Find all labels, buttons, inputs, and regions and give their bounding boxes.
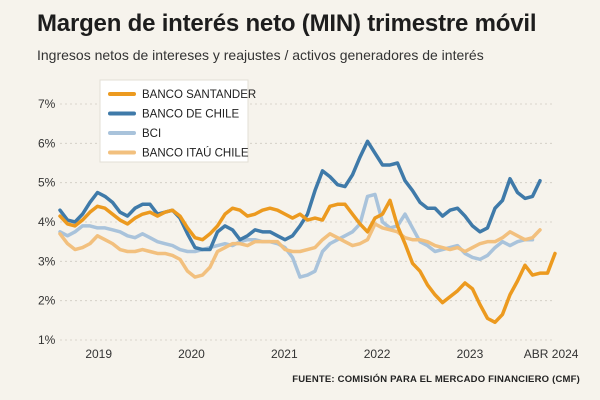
series-line-banco-ita-chile	[58, 222, 542, 279]
y-axis: 1% 2% 3% 4% 5% 6% 7%	[38, 97, 56, 347]
chart-title: Margen de interés neto (MIN) trimestre m…	[37, 10, 537, 37]
y-tick-label: 6%	[38, 136, 56, 150]
source-note: FUENTE: COMISIÓN PARA EL MERCADO FINANCI…	[292, 374, 580, 385]
y-tick-label: 1%	[38, 333, 56, 347]
x-tick-label: 2020	[178, 347, 205, 361]
series-line-banco-de-chile	[58, 139, 542, 252]
y-tick-label: 7%	[38, 97, 56, 111]
chart-subtitle: Ingresos netos de intereses y reajustes …	[37, 47, 484, 63]
x-tick-label: 2021	[271, 347, 298, 361]
legend: BANCO SANTANDER BANCO DE CHILE BCI BANCO IT…	[99, 79, 256, 163]
x-tick-label: 2019	[85, 347, 112, 361]
y-tick-label: 5%	[38, 176, 56, 190]
x-tick-label: 2022	[364, 347, 391, 361]
legend-label: BANCO SANTANDER	[142, 89, 256, 101]
series-layer	[58, 139, 557, 325]
series-line-banco-santander	[58, 198, 557, 325]
legend-label: BCI	[142, 128, 161, 140]
x-tick-label: 2023	[457, 347, 484, 361]
x-tick-label: ABR 2024	[524, 347, 579, 361]
y-tick-label: 3%	[38, 254, 56, 268]
series-line-bci	[58, 192, 535, 279]
legend-label: BANCO ITAÚ CHILE	[142, 147, 249, 160]
y-tick-label: 2%	[38, 294, 56, 308]
legend-label: BANCO DE CHILE	[142, 109, 239, 121]
x-axis: 2019 2020 2021 2022 2023 ABR 2024	[85, 347, 578, 361]
y-tick-label: 4%	[38, 215, 56, 229]
